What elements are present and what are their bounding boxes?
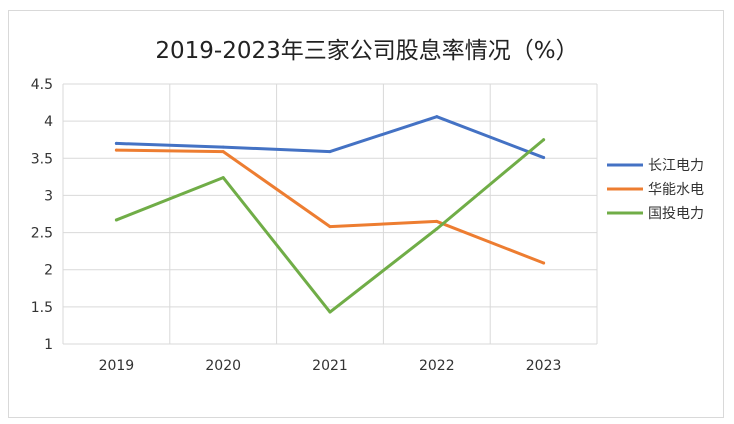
data-point [542,156,546,160]
x-tick-label: 2023 [526,358,562,374]
series-line-1 [114,148,546,265]
data-point [328,150,332,154]
series-lines [114,115,546,314]
y-tick-label: 4 [44,114,53,130]
y-tick-label: 2 [44,263,53,279]
gridlines [62,83,598,345]
y-axis-ticks: 1 1.5 2 2.5 3 3.5 4 4.5 [31,77,53,353]
x-tick-label: 2020 [205,358,241,374]
data-point [114,148,118,152]
y-tick-label: 3.5 [31,151,53,167]
data-point [328,310,332,314]
data-point [328,225,332,229]
x-tick-label: 2022 [419,358,455,374]
x-axis-ticks: 2019 2020 2021 2022 2023 [99,358,562,374]
data-point [542,261,546,265]
y-tick-label: 1 [44,337,53,353]
data-point [114,218,118,222]
x-tick-label: 2021 [312,358,348,374]
legend-label: 国投电力 [648,206,704,222]
legend-label: 长江电力 [648,158,704,174]
data-point [221,145,225,149]
data-point [435,219,439,223]
chart-title: 2019-2023年三家公司股息率情况（%） [155,38,579,64]
data-point [542,138,546,142]
y-tick-label: 1.5 [31,300,53,316]
y-tick-label: 4.5 [31,77,53,93]
data-point [114,141,118,145]
data-point [221,176,225,180]
y-tick-label: 3 [44,188,53,204]
legend-label: 华能水电 [648,182,704,198]
data-point [435,227,439,231]
data-point [435,115,439,119]
x-tick-label: 2019 [99,358,135,374]
y-tick-label: 2.5 [31,226,53,242]
data-point [221,150,225,154]
